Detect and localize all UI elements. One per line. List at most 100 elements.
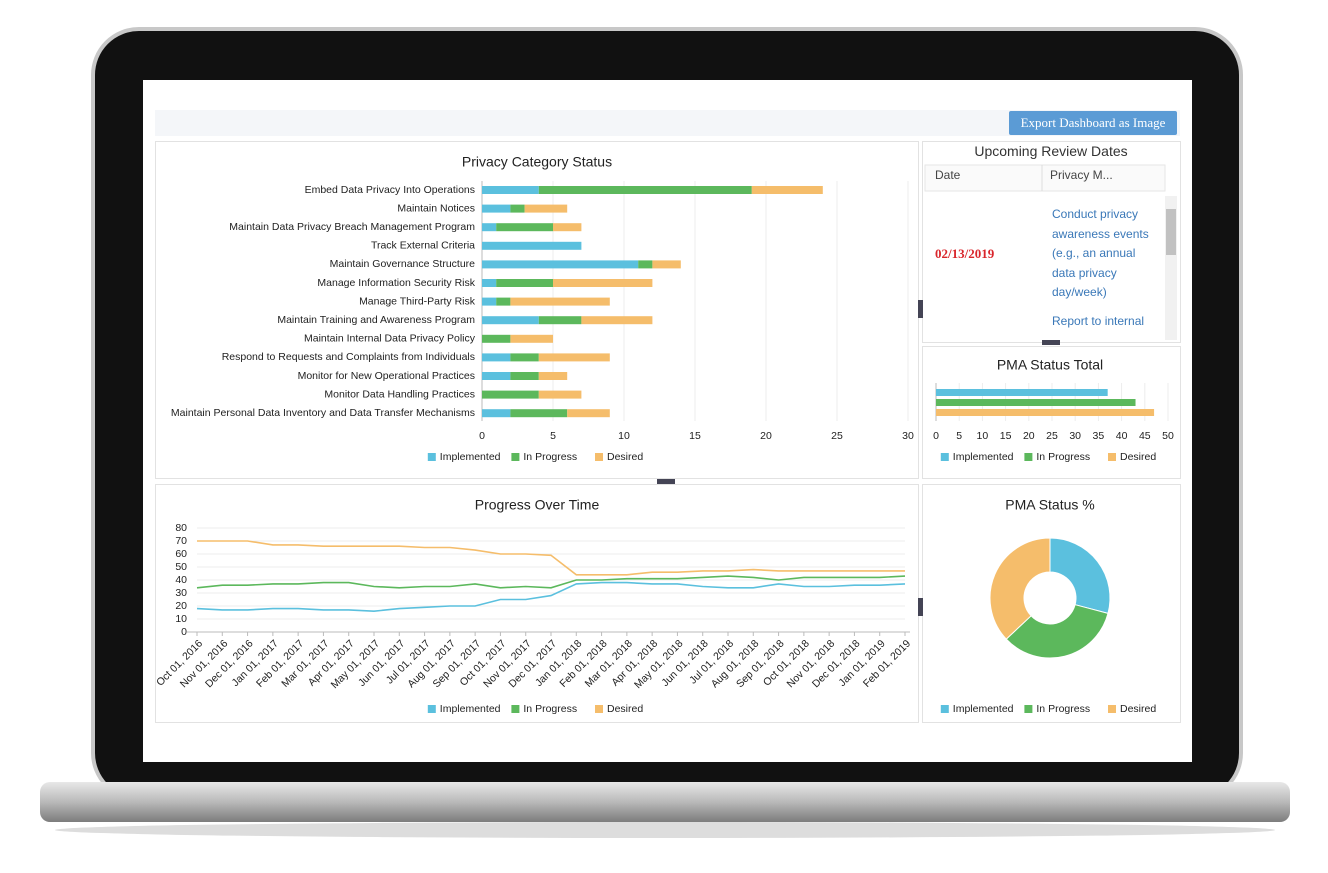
x-tick-label: 10 bbox=[618, 430, 630, 442]
legend-label: Desired bbox=[607, 703, 643, 715]
bar-segment bbox=[496, 297, 511, 306]
legend-label: In Progress bbox=[1036, 451, 1090, 463]
category-label: Manage Third-Party Risk bbox=[359, 295, 476, 307]
bar-segment bbox=[496, 223, 553, 232]
y-tick-label: 40 bbox=[175, 574, 187, 586]
y-tick-label: 0 bbox=[181, 626, 187, 638]
bar-segment bbox=[510, 334, 553, 343]
bar-segment bbox=[482, 186, 539, 194]
legend-label: Implemented bbox=[953, 703, 1014, 715]
bar-segment bbox=[567, 409, 610, 418]
x-tick-label: 10 bbox=[977, 430, 989, 442]
chart-title: PMA Status % bbox=[1005, 497, 1094, 513]
privacy-link[interactable]: Conduct privacy awareness events (e.g., … bbox=[1052, 207, 1149, 299]
privacy-items: Conduct privacy awareness events (e.g., … bbox=[1052, 205, 1157, 340]
bar-segment bbox=[524, 204, 568, 213]
x-tick-label: 30 bbox=[902, 430, 914, 442]
legend-label: Implemented bbox=[440, 451, 501, 463]
bar-segment bbox=[510, 204, 525, 213]
bar-segment bbox=[538, 372, 568, 380]
bar-segment bbox=[482, 279, 497, 287]
x-tick-label: 25 bbox=[831, 430, 843, 442]
series-line bbox=[196, 575, 906, 589]
bar-segment bbox=[482, 316, 539, 325]
bar-segment bbox=[510, 409, 568, 418]
laptop-base bbox=[40, 782, 1290, 822]
legend-swatch bbox=[427, 705, 436, 713]
y-tick-label: 20 bbox=[175, 600, 187, 612]
x-tick-label: 5 bbox=[550, 430, 556, 442]
panel bbox=[155, 484, 919, 723]
y-tick-label: 50 bbox=[175, 561, 187, 573]
x-tick-label: 50 bbox=[1162, 430, 1174, 442]
category-label: Respond to Requests and Complaints from … bbox=[222, 351, 475, 363]
legend-swatch bbox=[1024, 453, 1033, 461]
x-tick-label: 45 bbox=[1139, 430, 1151, 442]
category-label: Manage Information Security Risk bbox=[317, 277, 475, 289]
splitter bbox=[657, 479, 675, 484]
legend-swatch bbox=[427, 453, 436, 461]
category-label: Maintain Data Privacy Breach Management … bbox=[229, 221, 475, 233]
scroll-thumb bbox=[1166, 209, 1176, 255]
y-tick-label: 10 bbox=[175, 613, 187, 625]
table-header bbox=[924, 164, 1166, 192]
bar bbox=[936, 389, 1108, 396]
splitter bbox=[918, 300, 923, 318]
chart-title: PMA Status Total bbox=[997, 357, 1103, 373]
bar-segment bbox=[482, 409, 511, 418]
legend-label: Implemented bbox=[953, 451, 1014, 463]
donut-slice bbox=[1049, 537, 1111, 615]
bar-segment bbox=[482, 260, 639, 269]
category-label: Maintain Internal Data Privacy Policy bbox=[304, 333, 476, 345]
legend-label: Desired bbox=[607, 451, 643, 463]
legend-label: In Progress bbox=[1036, 703, 1090, 715]
privacy-link[interactable]: Report to internal bbox=[1052, 313, 1145, 328]
column-header[interactable]: Privacy M... bbox=[1050, 168, 1113, 182]
x-tick-label: 0 bbox=[933, 430, 939, 442]
legend-swatch bbox=[1108, 705, 1116, 713]
bar-segment bbox=[553, 223, 582, 232]
shadow bbox=[55, 822, 1275, 838]
legend-swatch bbox=[1108, 453, 1116, 461]
bar-segment bbox=[538, 390, 582, 399]
bar-segment bbox=[482, 353, 511, 362]
x-tick-label: 15 bbox=[689, 430, 701, 442]
category-label: Monitor for New Operational Practices bbox=[298, 370, 475, 382]
category-label: Monitor Data Handling Practices bbox=[324, 388, 475, 400]
bar-segment bbox=[510, 297, 610, 306]
legend-swatch bbox=[511, 453, 520, 461]
category-label: Maintain Governance Structure bbox=[330, 258, 475, 270]
export-button[interactable]: Export Dashboard as Image bbox=[1009, 111, 1177, 135]
bar-segment bbox=[510, 372, 539, 380]
x-tick-label: 25 bbox=[1046, 430, 1058, 442]
bar-segment bbox=[482, 390, 539, 399]
bar-segment bbox=[538, 353, 610, 362]
x-tick-label: 5 bbox=[956, 430, 962, 442]
x-tick-label: 30 bbox=[1069, 430, 1081, 442]
y-tick-label: 80 bbox=[175, 522, 187, 534]
category-label: Maintain Notices bbox=[397, 202, 475, 214]
x-tick-label: 35 bbox=[1093, 430, 1105, 442]
x-tick-label: 40 bbox=[1116, 430, 1128, 442]
legend-swatch bbox=[595, 453, 603, 461]
y-tick-label: 70 bbox=[175, 535, 187, 547]
legend-label: Desired bbox=[1120, 451, 1156, 463]
bar bbox=[936, 399, 1136, 406]
bar-segment bbox=[751, 186, 823, 194]
donut-slice bbox=[989, 537, 1051, 640]
category-label: Maintain Personal Data Inventory and Dat… bbox=[171, 407, 475, 419]
panel bbox=[155, 141, 919, 479]
y-tick-label: 30 bbox=[175, 587, 187, 599]
legend-label: Implemented bbox=[440, 703, 501, 715]
column-header[interactable]: Date bbox=[935, 168, 961, 182]
bar-segment bbox=[538, 186, 752, 194]
series-line bbox=[197, 540, 905, 576]
x-tick-label: 20 bbox=[760, 430, 772, 442]
x-tick-label: 0 bbox=[479, 430, 485, 442]
category-label: Track External Criteria bbox=[371, 240, 475, 252]
legend-swatch bbox=[511, 705, 520, 713]
bar-segment bbox=[553, 279, 653, 287]
bar bbox=[936, 409, 1155, 416]
